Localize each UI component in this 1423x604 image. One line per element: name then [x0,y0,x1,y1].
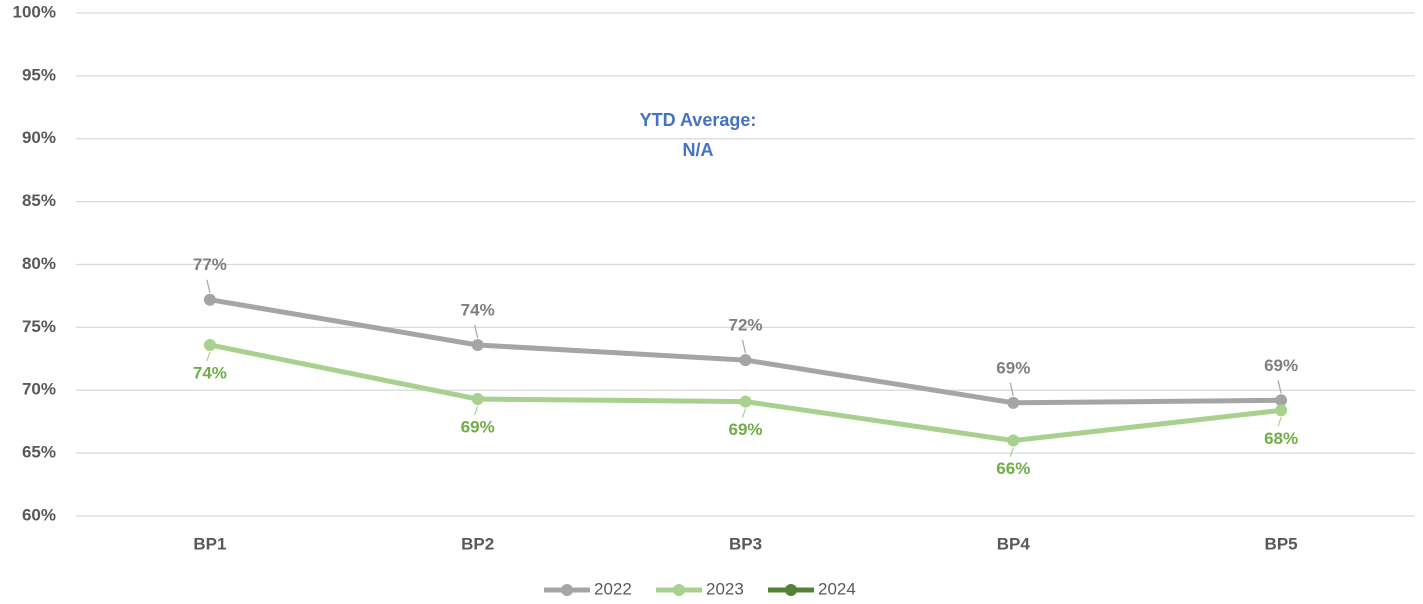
data-point [471,393,484,406]
data-point [1275,404,1288,417]
data-point [739,354,752,367]
x-tick-label: BP4 [997,534,1031,553]
legend-marker [785,584,797,596]
legend-label: 2024 [818,579,856,598]
value-label: 68% [1264,429,1298,448]
y-tick-label: 60% [22,505,56,524]
data-point [739,395,752,408]
value-label: 77% [193,255,227,274]
leader-line [741,408,747,418]
leader-line [206,351,211,362]
annotation: N/A [683,140,714,160]
y-tick-label: 70% [22,380,56,399]
y-tick-label: 95% [22,65,56,84]
value-label: 66% [996,459,1030,478]
legend-label: 2023 [706,579,744,598]
legend-marker [561,584,573,596]
leader-line [1277,417,1282,427]
data-point [203,338,216,351]
value-label: 74% [461,300,495,319]
legend-label: 2022 [594,579,632,598]
y-tick-label: 75% [22,317,56,336]
value-label: 69% [1264,356,1298,375]
value-label: 69% [728,420,762,439]
leader-line [1009,382,1014,396]
leader-line [1277,380,1282,394]
annotation: YTD Average: [640,110,757,130]
value-label: 72% [728,316,762,335]
y-tick-label: 85% [22,191,56,210]
leader-line [206,279,211,293]
value-label: 74% [193,363,227,382]
y-tick-label: 100% [13,2,56,21]
leader-line [474,324,479,339]
data-point [1007,396,1020,409]
x-tick-label: BP1 [193,534,226,553]
leader-line [741,339,747,354]
data-point [1007,434,1020,447]
legend-marker [673,584,685,596]
data-point [471,338,484,351]
x-tick-label: BP5 [1265,534,1298,553]
x-tick-label: BP2 [461,534,494,553]
data-point [203,293,216,306]
data-point [1275,394,1288,407]
x-tick-label: BP3 [729,534,762,553]
leader-line [1009,447,1014,457]
y-tick-label: 80% [22,254,56,273]
value-label: 69% [996,358,1030,377]
leader-line [474,405,479,416]
value-label: 69% [461,418,495,437]
y-tick-label: 90% [22,128,56,147]
y-tick-label: 65% [22,443,56,462]
